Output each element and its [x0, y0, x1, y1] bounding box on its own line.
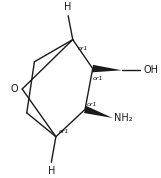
Text: O: O: [11, 84, 18, 94]
Text: or1: or1: [93, 76, 103, 81]
Polygon shape: [84, 106, 113, 118]
Text: H: H: [48, 166, 55, 176]
Text: or1: or1: [59, 129, 69, 134]
Text: H: H: [64, 2, 72, 12]
Text: or1: or1: [87, 102, 97, 107]
Text: OH: OH: [143, 65, 158, 75]
Text: NH₂: NH₂: [114, 113, 133, 123]
Text: or1: or1: [77, 46, 88, 51]
Polygon shape: [93, 65, 122, 72]
